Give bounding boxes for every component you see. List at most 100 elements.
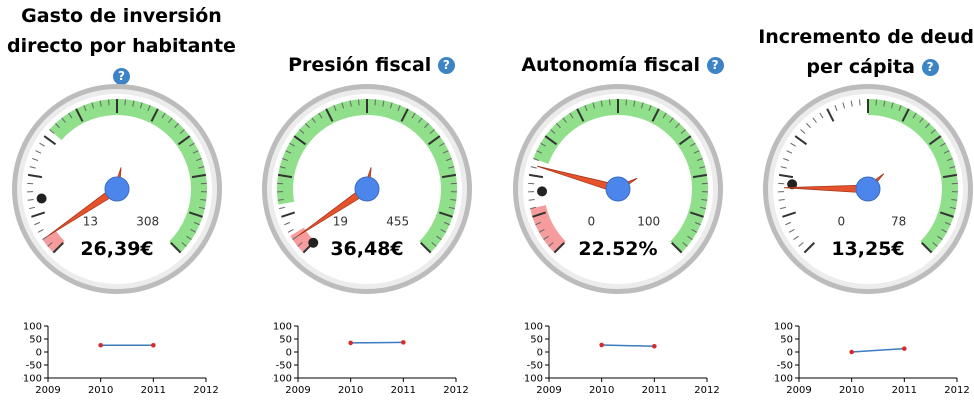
x-tick-label: 2009 xyxy=(35,385,60,396)
kpi-title-line: Gasto de inversión xyxy=(21,5,222,27)
gauge-minor-tick xyxy=(662,112,667,119)
gauge-minor-tick xyxy=(174,123,179,129)
gauge-minor-tick xyxy=(450,199,457,201)
gauge-minor-tick xyxy=(181,242,187,247)
gauge-hub xyxy=(605,176,631,202)
gauge-needle xyxy=(297,167,372,237)
gauge-minor-tick xyxy=(548,242,554,247)
gauge-minor-tick xyxy=(34,221,41,226)
gauge-major-tick xyxy=(826,108,835,122)
gauge-max-label: 455 xyxy=(386,214,409,228)
gauge-minor-tick xyxy=(436,235,442,241)
gauge-minor-tick xyxy=(790,142,796,147)
gauge-minor-tick xyxy=(951,199,958,201)
gauge-needle xyxy=(47,167,122,237)
gauge-major-tick xyxy=(427,135,441,146)
trend-point xyxy=(151,342,156,348)
gauge-minor-tick xyxy=(279,206,286,210)
y-tick-label: -100 xyxy=(22,374,42,385)
gauge-min-label: 0 xyxy=(588,214,596,228)
trend-line xyxy=(851,347,905,353)
gauge-minor-tick xyxy=(124,99,126,106)
x-tick-label: 2010 xyxy=(589,385,614,396)
gauge-minor-tick xyxy=(812,117,817,123)
y-tick-label: -50 xyxy=(777,361,793,372)
gauge-minor-tick xyxy=(429,129,435,134)
gauge-minor-tick xyxy=(800,129,806,134)
gauge-minor-tick xyxy=(389,102,393,109)
gauge-minor-tick xyxy=(358,99,360,106)
gauge-minor-tick xyxy=(941,229,948,233)
help-icon[interactable]: ? xyxy=(113,68,130,85)
gauge-min-label: 19 xyxy=(333,214,348,228)
kpi-title-line: Autonomía fiscal ? xyxy=(501,50,744,80)
trend-line xyxy=(350,341,404,344)
gauge-minor-tick xyxy=(139,102,143,109)
gauge-minor-tick xyxy=(193,221,200,226)
gauge-minor-tick xyxy=(562,117,567,123)
gauge-minor-tick xyxy=(691,229,698,233)
help-icon[interactable]: ? xyxy=(437,57,455,74)
help-icon[interactable]: ? xyxy=(706,57,724,74)
gauge-minor-tick xyxy=(528,199,535,201)
gauge-major-tick xyxy=(438,211,453,218)
gauge-green-band xyxy=(49,99,207,253)
gauge-minor-tick xyxy=(279,166,286,169)
gauge-major-tick xyxy=(325,108,334,122)
gauge-minor-tick xyxy=(682,242,688,247)
gauge-minor-tick xyxy=(556,123,561,129)
gauge-minor-tick xyxy=(786,150,793,154)
gauge-minor-tick xyxy=(937,235,943,241)
gauge-minor-tick xyxy=(189,142,195,147)
gauge-minor-tick xyxy=(99,100,102,107)
gauge-minor-tick xyxy=(584,105,588,112)
kpi-title-line: Incremento de deuda xyxy=(758,26,974,48)
gauge-major-tick xyxy=(782,211,797,218)
trend-point xyxy=(849,349,854,355)
gauge-minor-tick xyxy=(439,142,445,147)
gauge-major-tick xyxy=(177,135,191,146)
gauge-minor-tick xyxy=(625,99,627,106)
y-tick-label: 50 xyxy=(279,335,292,346)
trend-point xyxy=(652,343,657,349)
help-icon[interactable]: ? xyxy=(921,59,939,76)
gauge-minor-tick xyxy=(648,105,652,112)
gauge-minor-tick xyxy=(198,166,205,169)
gauge-minor-tick xyxy=(785,221,792,226)
y-tick-label: 100 xyxy=(273,322,292,333)
gauge-minor-tick xyxy=(600,100,603,107)
gauge-red-band xyxy=(530,205,566,253)
gauge-major-tick xyxy=(75,108,84,122)
gauge-minor-tick xyxy=(443,221,450,226)
gauge-minor-tick xyxy=(341,102,345,109)
gauge-value: 26,39€ xyxy=(80,238,153,260)
gauge-minor-tick xyxy=(592,102,596,109)
gauge-minor-tick xyxy=(687,235,693,241)
gauge-minor-tick xyxy=(190,229,197,233)
gauge: 19 455 36,48€ xyxy=(262,84,472,294)
gauge-minor-tick xyxy=(161,112,166,119)
y-tick-label: 0 xyxy=(537,348,543,359)
gauge-hub xyxy=(855,176,881,202)
gauge-minor-tick xyxy=(305,123,310,129)
gauge-minor-tick xyxy=(949,166,956,169)
gauge-minor-tick xyxy=(788,229,795,233)
trend-point xyxy=(401,340,406,345)
gauge-minor-tick xyxy=(669,117,674,123)
gauge-major-tick xyxy=(692,173,708,179)
trend-point xyxy=(98,342,103,348)
gauge-minor-tick xyxy=(944,221,951,226)
gauge-minor-tick xyxy=(780,166,787,169)
gauge-minor-tick xyxy=(540,142,546,147)
gauge-minor-tick xyxy=(883,100,886,107)
kpi-panel: Gasto de inversión directo por habitante?… xyxy=(0,0,243,404)
x-tick-label: 2012 xyxy=(944,385,969,396)
gauge-major-tick xyxy=(293,135,307,146)
gauge-minor-tick xyxy=(680,129,686,134)
gauge-minor-tick xyxy=(448,166,455,169)
gauge-minor-tick xyxy=(91,102,95,109)
x-tick-label: 2012 xyxy=(694,385,719,396)
gauge-minor-tick xyxy=(382,100,385,107)
